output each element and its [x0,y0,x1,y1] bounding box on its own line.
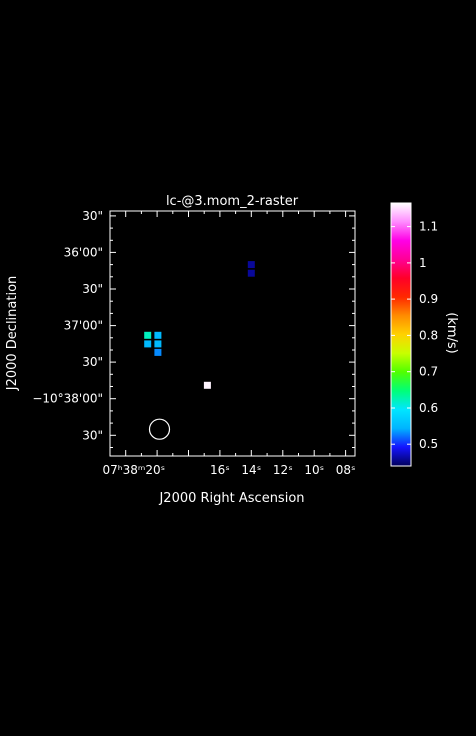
x-tick-label: 08ˢ [336,463,356,477]
y-axis-label: J2000 Declination [5,276,20,392]
colorbar: 0.5 0.6 0.7 0.8 0.9 1 1.1 (km/s) [390,202,459,467]
colorbar-tick-label: 1 [419,256,427,270]
colorbar-gradient [390,202,412,467]
y-axis-ticks: 30" 36'00" 30" 37'00" 30" −10°38'00" 30" [32,209,355,448]
x-tick-label: 12ˢ [273,463,293,477]
heatmap-pixel [247,261,255,269]
x-tick-label: 07ʰ38ᵐ20ˢ [102,463,165,477]
colorbar-tick-label: 0.9 [419,292,438,306]
heatmap-pixels [144,261,255,389]
y-tick-label: −10°38'00" [32,392,103,406]
colorbar-label: (km/s) [444,312,459,354]
y-tick-label: 36'00" [64,245,103,259]
heatmap-pixel [154,340,162,348]
y-tick-label: 30" [82,282,103,296]
colorbar-ticks: 0.5 0.6 0.7 0.8 0.9 1 1.1 [391,220,438,451]
colorbar-tick-label: 0.8 [419,328,438,342]
chart-title: lc-@3.mom_2-raster [166,194,299,209]
x-tick-label: 14ˢ [241,463,261,477]
colorbar-tick-label: 1.1 [419,220,438,234]
plot-area: 07ʰ38ᵐ20ˢ 16ˢ 14ˢ 12ˢ 10ˢ 08ˢ 30" 36'00" 30" 37'… [32,209,356,477]
x-tick-label: 16ˢ [210,463,230,477]
heatmap-pixel [203,381,211,389]
y-tick-label: 30" [82,355,103,369]
heatmap-pixel [154,331,162,339]
beam-ellipse [148,418,171,440]
colorbar-tick-label: 0.5 [419,437,438,451]
x-tick-label: 10ˢ [304,463,324,477]
y-tick-label: 37'00" [64,319,103,333]
y-tick-label: 30" [82,428,103,442]
heatmap-pixel [144,331,152,339]
y-tick-label: 30" [82,209,103,223]
heatmap-pixel [247,269,255,277]
colorbar-tick-label: 0.7 [419,365,438,379]
heatmap-pixel [144,340,152,348]
plot-frame [109,210,356,457]
x-axis-ticks: 07ʰ38ᵐ20ˢ 16ˢ 14ˢ 12ˢ 10ˢ 08ˢ [102,211,355,477]
x-axis-label: J2000 Right Ascension [158,491,304,506]
heatmap-pixel [154,348,162,356]
colorbar-tick-label: 0.6 [419,401,438,415]
